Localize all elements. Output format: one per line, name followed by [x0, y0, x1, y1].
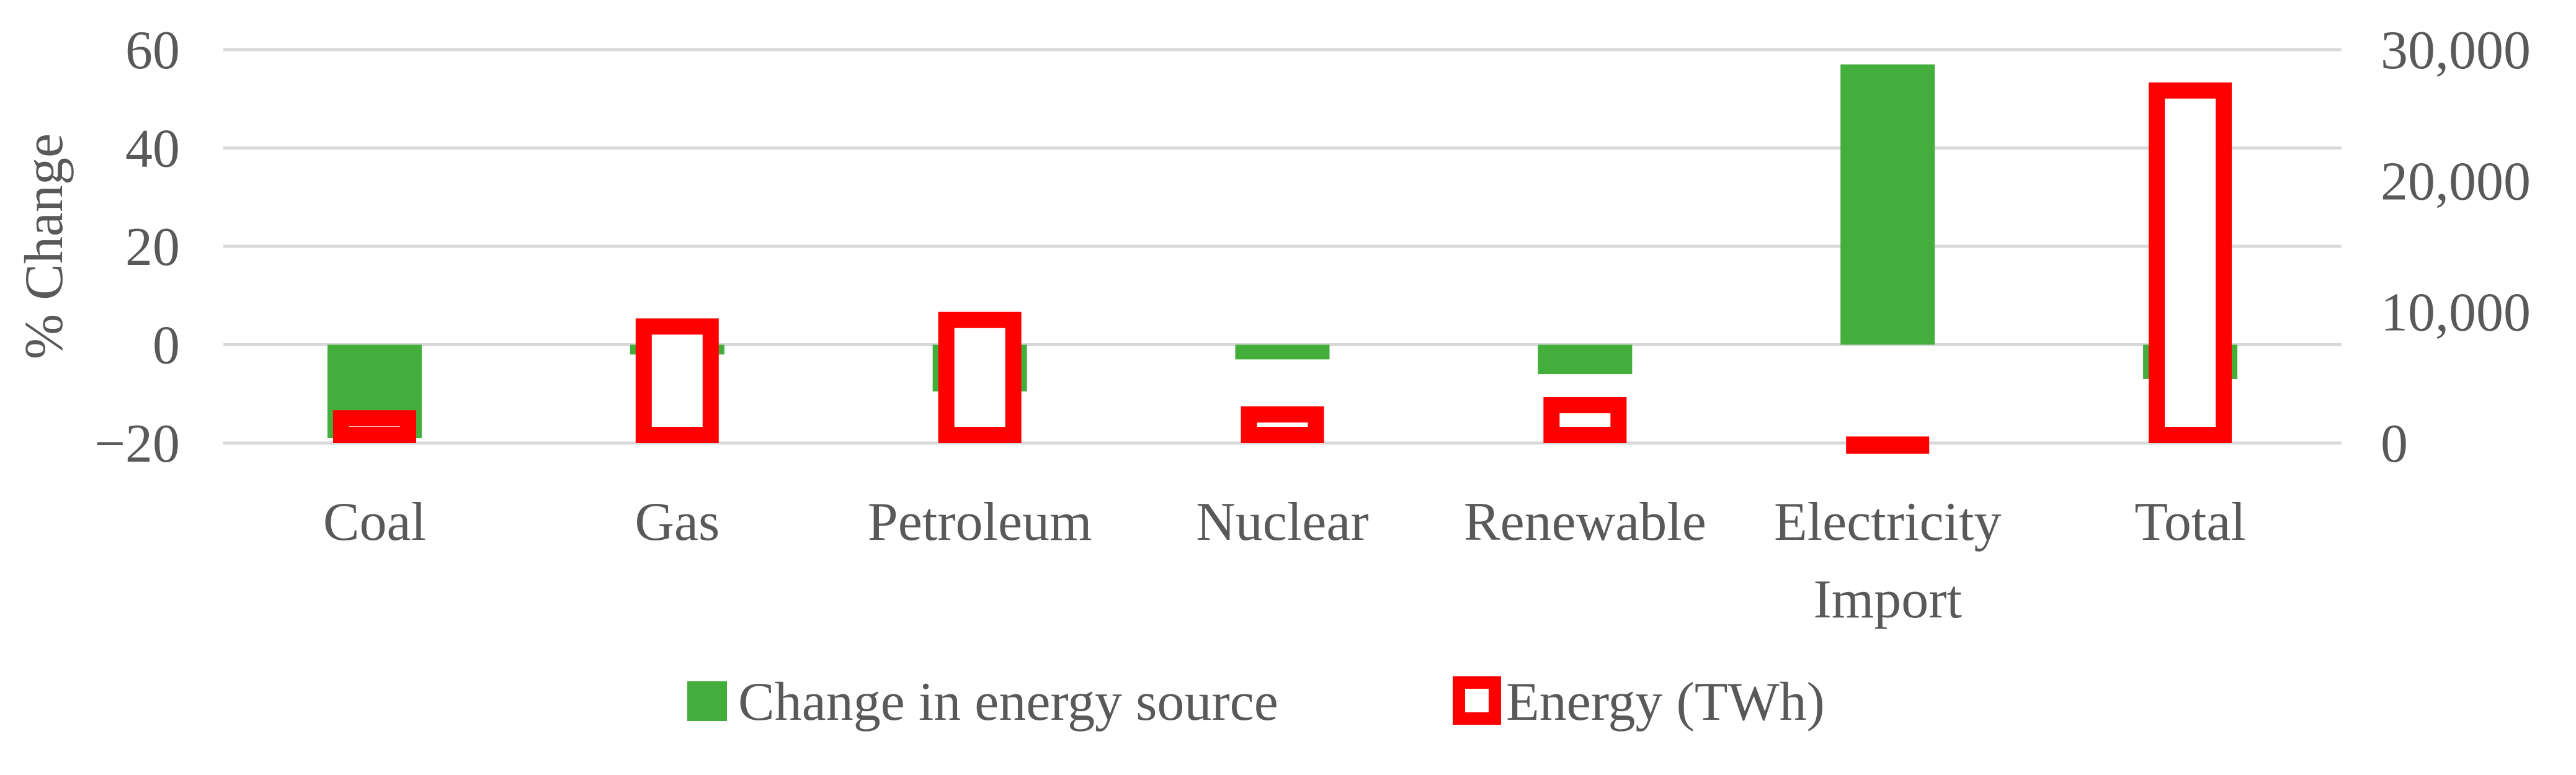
y-right-tick-label: 20,000	[2381, 151, 2531, 212]
legend-swatch-energy-twh	[1453, 676, 1501, 725]
x-tick-label: Total	[2134, 492, 2246, 552]
bar-energy-twh	[332, 410, 416, 444]
x-tick-label: Petroleum	[868, 492, 1092, 552]
legend-label-energy-twh: Energy (TWh)	[1506, 672, 1825, 732]
bar-energy-twh	[635, 318, 719, 443]
y-left-tick-label: 20	[125, 217, 180, 277]
y-left-tick-label: 40	[125, 119, 180, 179]
legend-label-change-in-energy-source: Change in energy source	[738, 672, 1278, 732]
bar-energy-twh	[2149, 82, 2232, 444]
bar-energy-twh	[1241, 406, 1324, 443]
y-right-tick-label: 30,000	[2381, 20, 2531, 81]
y-left-tick-label: 60	[125, 20, 180, 81]
x-tick-label: Nuclear	[1196, 492, 1368, 552]
grid-layer	[223, 48, 2342, 445]
y-right-tick-label: 10,000	[2381, 283, 2531, 343]
bar-energy-twh	[1543, 397, 1627, 443]
bar-layer	[327, 64, 2238, 454]
bar-energy-twh	[1846, 436, 1930, 454]
x-tick-label: Coal	[323, 492, 426, 552]
bar-change-in-energy-source	[1235, 344, 1330, 360]
legend-swatch-change-in-energy-source	[687, 681, 727, 721]
axis-layer: −20 0 20 40 60 0 10,000 20,000 30,000 % Change Coa…	[14, 20, 2531, 630]
x-tick-label: Gas	[635, 492, 720, 552]
bar-change-in-energy-source	[1840, 64, 1935, 345]
y-left-tick-label: −20	[94, 414, 180, 474]
y-right-tick-label: 0	[2381, 414, 2408, 474]
x-tick-label: Electricity Import	[1774, 492, 2001, 630]
legend-layer: Change in energy source Energy (TWh)	[687, 672, 1825, 732]
x-tick-label: Renewable	[1464, 492, 1706, 552]
y-left-tick-label: 0	[153, 316, 180, 376]
y-left-axis-title: % Change	[14, 133, 74, 359]
bar-change-in-energy-source	[1538, 344, 1633, 375]
bar-energy-twh	[938, 311, 1022, 444]
